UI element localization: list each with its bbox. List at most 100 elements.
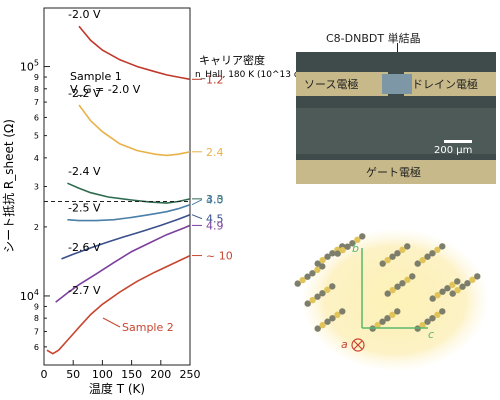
x-tick-label: 150: [121, 368, 142, 381]
x-tick-label: 100: [92, 368, 113, 381]
series-line: [61, 213, 191, 260]
y-minor-label: 6: [34, 343, 39, 352]
density-label: ~ 10: [206, 250, 233, 263]
gate-voltage-label: -2.6 V: [68, 241, 101, 254]
molecule: [314, 243, 346, 267]
atom: [389, 253, 396, 260]
y-minor-label: 6: [34, 113, 39, 122]
density-leader: [191, 199, 203, 206]
atom: [464, 280, 471, 287]
atom: [324, 253, 331, 260]
atom: [424, 253, 431, 260]
density-label: 2.4: [206, 146, 224, 159]
atom: [404, 276, 411, 284]
density-label: 3.3: [206, 193, 224, 206]
y-tick-label: 105: [20, 59, 39, 74]
atom: [459, 283, 466, 290]
atom: [339, 308, 346, 315]
crystal-glow: [303, 230, 487, 370]
y-minor-label: 9: [34, 73, 39, 82]
atom: [324, 318, 331, 325]
density-label: 4.9: [206, 219, 224, 232]
atom: [444, 285, 451, 292]
atom: [384, 290, 391, 297]
gate-label: ゲート電極: [366, 166, 421, 179]
substrate-band: [296, 108, 496, 154]
atom: [319, 321, 326, 329]
atom: [349, 240, 356, 247]
density-label: 1.2: [206, 73, 224, 86]
atom: [379, 260, 386, 267]
b-axis-label: b: [352, 242, 359, 255]
atom: [309, 270, 316, 277]
molecule: [304, 283, 336, 307]
atom: [454, 278, 461, 285]
density-label: 4.5: [206, 213, 224, 226]
atom: [389, 311, 396, 319]
atom: [334, 311, 341, 319]
atom: [409, 273, 416, 280]
series-line: [46, 254, 191, 355]
atom: [394, 308, 401, 315]
drain-electrode: [404, 72, 496, 96]
atom: [329, 315, 336, 322]
x-tick-label: 250: [180, 368, 201, 381]
atom: [439, 243, 446, 250]
gate-voltage-label: -2.5 V: [68, 202, 101, 215]
atom: [304, 300, 311, 307]
y-minor-label: 9: [34, 302, 39, 311]
sample2-label: Sample 2: [122, 321, 174, 334]
photo-title: C8-DNBDT 単結晶: [326, 32, 421, 45]
atom: [379, 318, 386, 325]
y-minor-label: 8: [34, 314, 39, 323]
atom: [404, 243, 411, 250]
atom: [434, 291, 441, 299]
series-line: [67, 203, 191, 222]
scale-bar: [444, 140, 472, 143]
y-tick-label: 104: [20, 288, 39, 303]
y-minor-label: 7: [34, 98, 39, 107]
atom: [304, 273, 311, 280]
atom: [474, 273, 481, 280]
atom: [439, 308, 446, 315]
atom: [399, 246, 406, 254]
atom: [439, 288, 446, 295]
atom: [339, 246, 346, 254]
source-electrode: [296, 72, 388, 96]
atom: [354, 236, 361, 244]
gate-voltage-label: -2.0 V: [68, 8, 101, 21]
gate-voltage-label: -2.2 V: [68, 87, 101, 100]
y-minor-label: 7: [34, 327, 39, 336]
atom: [309, 296, 316, 304]
plot-frame: [43, 7, 191, 366]
atom: [389, 286, 396, 294]
atom: [414, 260, 421, 267]
molecule: [414, 308, 446, 332]
atom: [329, 250, 336, 257]
density-leader: [191, 214, 203, 220]
density-header: キャリア密度: [199, 53, 265, 67]
a-axis-into-page-icon: [351, 338, 365, 352]
crystal-channel: [382, 74, 412, 94]
y-axis-label: シート抵抗 R_sheet (Ω): [1, 119, 16, 253]
atom: [419, 321, 426, 329]
device-photo: ソース電極 ドレイン電極 ゲート電極 200 μm: [296, 52, 496, 184]
sample2-pointer: [102, 317, 121, 328]
atom: [434, 246, 441, 254]
atom: [319, 290, 326, 297]
atom: [314, 293, 321, 300]
atom: [384, 256, 391, 264]
scale-label: 200 μm: [434, 145, 473, 156]
molecule: [379, 243, 411, 267]
series-line: [67, 182, 191, 204]
gate-voltage-label: -2.7 V: [68, 284, 101, 297]
source-label: ソース電極: [304, 78, 359, 91]
y-minor-label: 2: [34, 223, 39, 232]
y-axis-ticks: 104 105 6 7 8 9 2 3 4 5 6 7 8 9: [20, 59, 50, 352]
atom: [314, 325, 321, 332]
gate-electrode: [296, 160, 496, 184]
atom: [394, 250, 401, 257]
atom: [449, 290, 456, 297]
series-line: [78, 104, 191, 157]
